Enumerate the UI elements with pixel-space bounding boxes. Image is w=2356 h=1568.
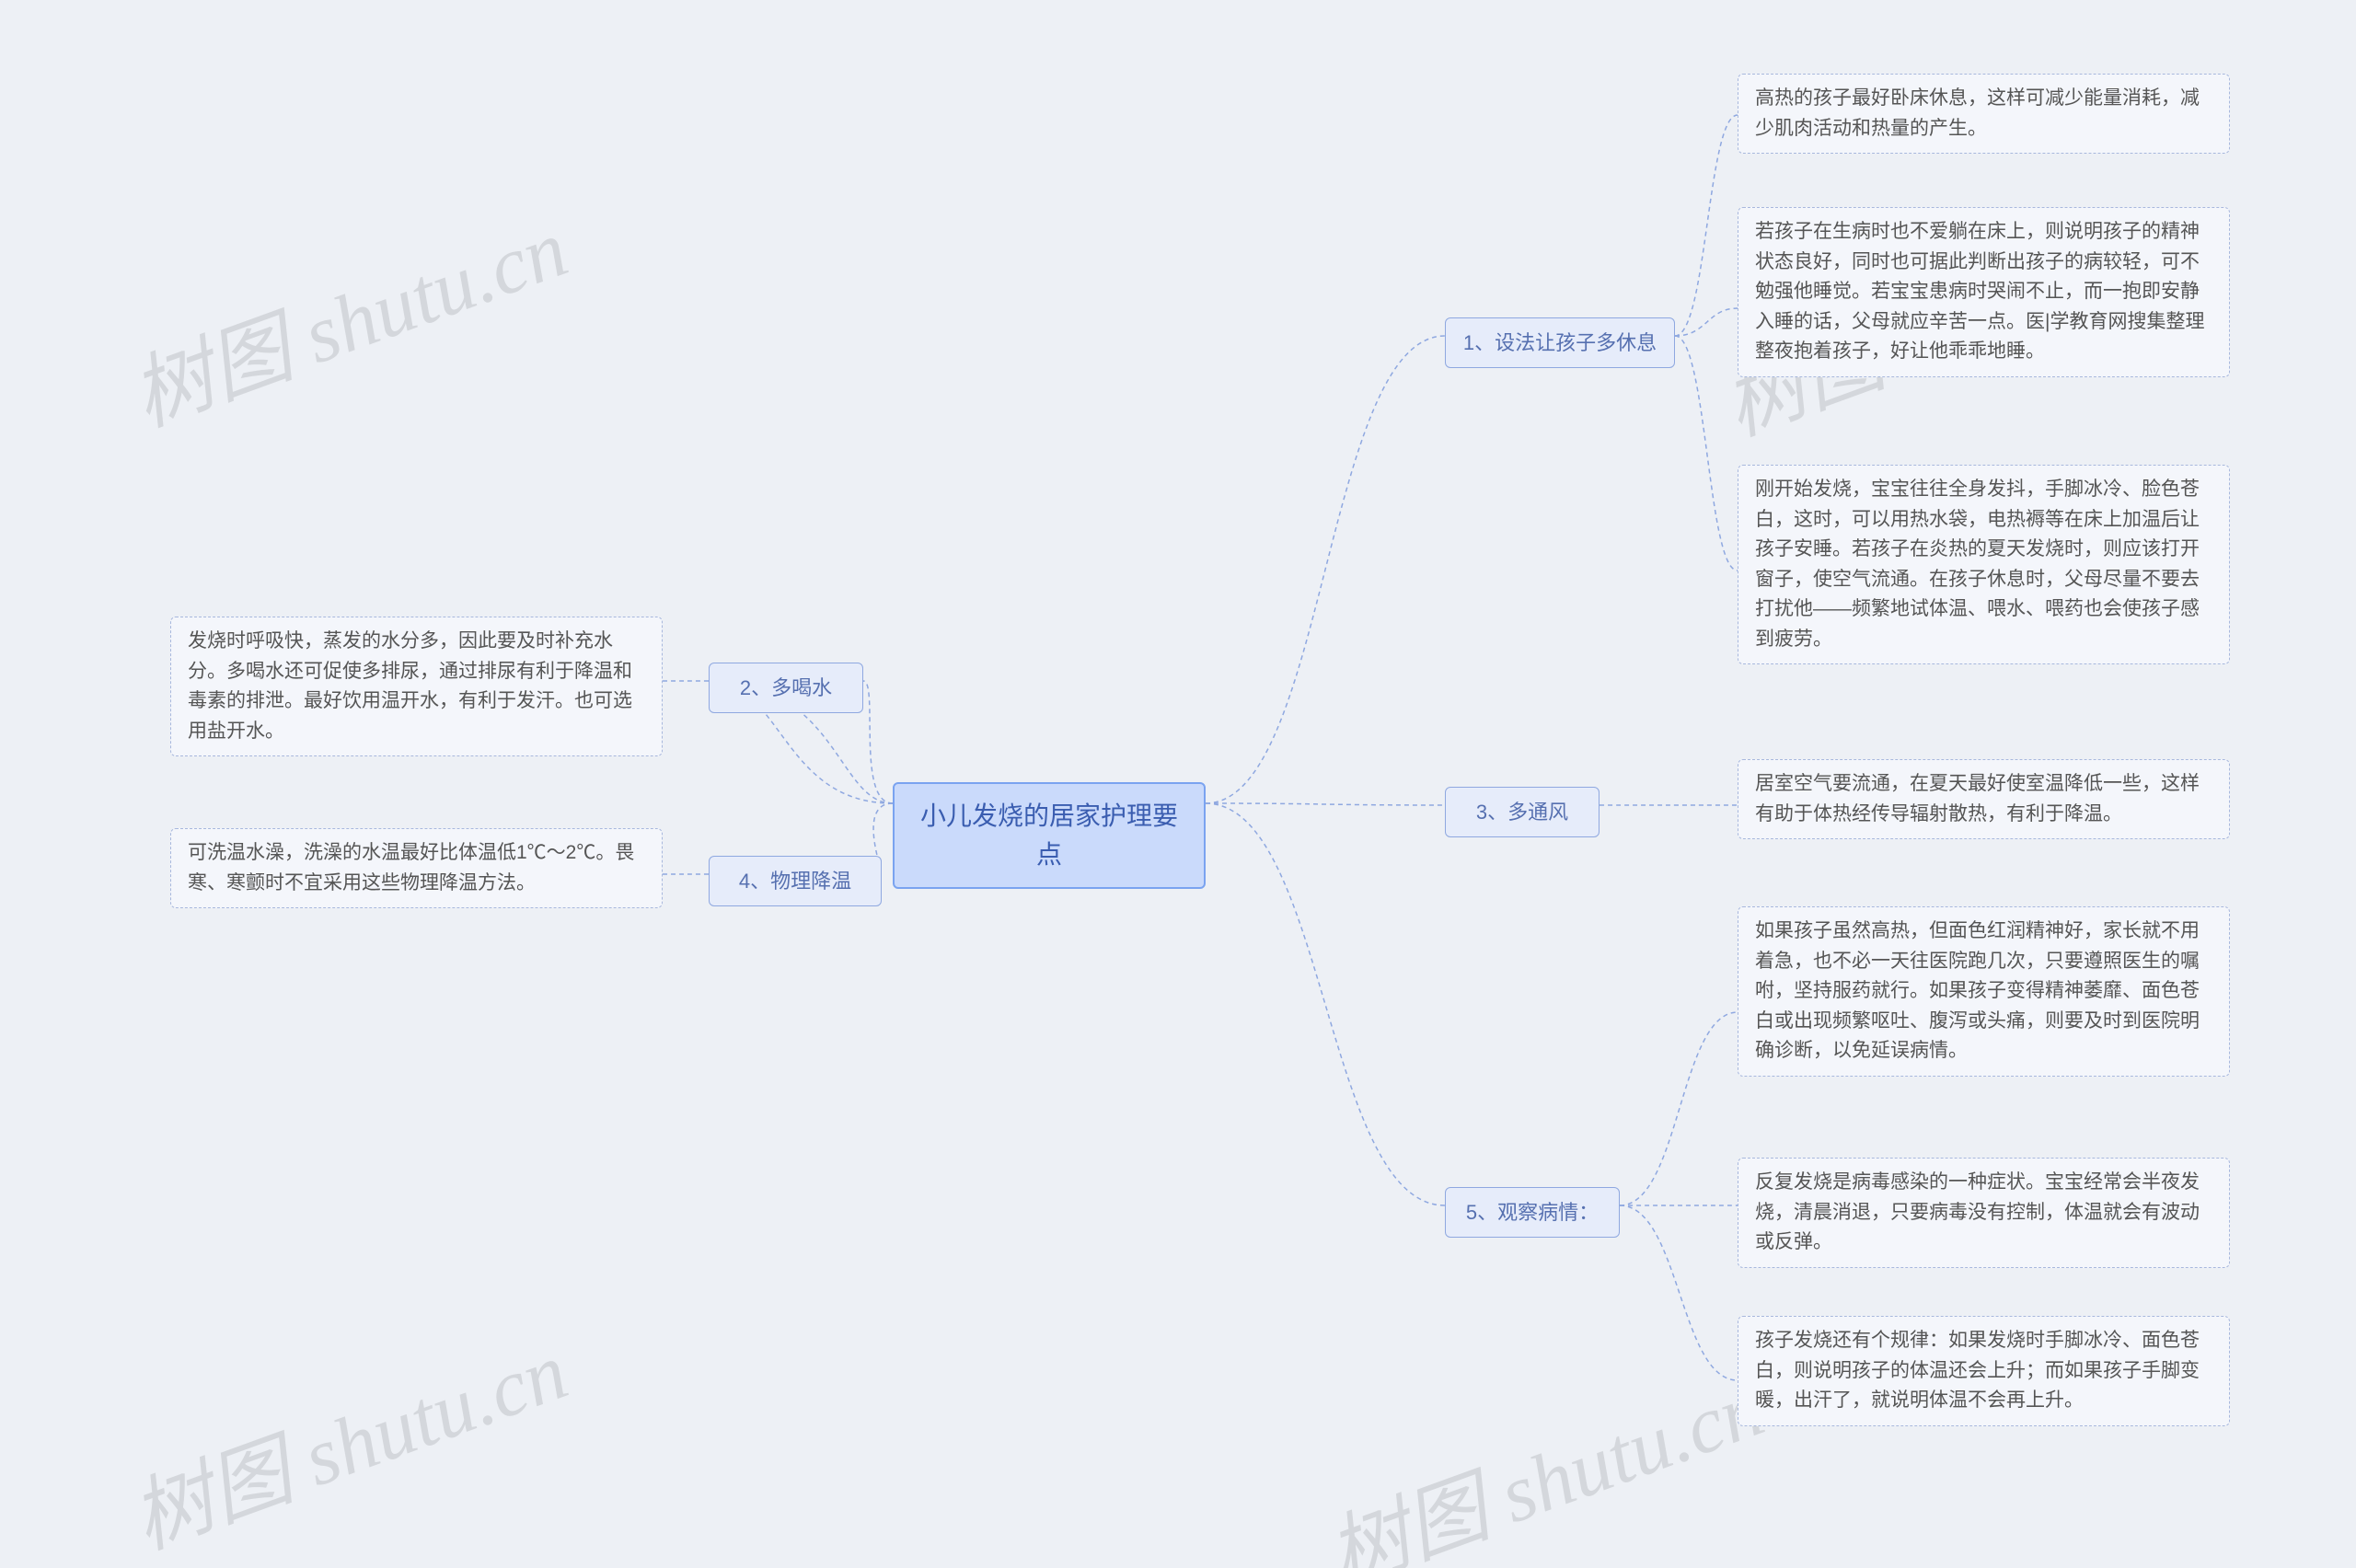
leaf-5a: 如果孩子虽然高热，但面色红润精神好，家长就不用着急，也不必一天往医院跑几次，只要…	[1738, 906, 2230, 1077]
leaf-3a: 居室空气要流通，在夏天最好使室温降低一些，这样有助于体热经传导辐射散热，有利于降…	[1738, 759, 2230, 839]
leaf-5b: 反复发烧是病毒感染的一种症状。宝宝经常会半夜发烧，清晨消退，只要病毒没有控制，体…	[1738, 1158, 2230, 1268]
leaf-4a: 可洗温水澡，洗澡的水温最好比体温低1℃～2℃。畏寒、寒颤时不宜采用这些物理降温方…	[170, 828, 663, 908]
center-node: 小儿发烧的居家护理要点	[893, 782, 1206, 889]
leaf-text: 高热的孩子最好卧床休息，这样可减少能量消耗，减少肌肉活动和热量的产生。	[1755, 87, 2200, 139]
leaf-text: 若孩子在生病时也不爱躺在床上，则说明孩子的精神状态良好，同时也可据此判断出孩子的…	[1755, 221, 2204, 362]
branch-label: 3、多通风	[1476, 801, 1568, 824]
center-label: 小儿发烧的居家护理要点	[920, 801, 1178, 869]
branch-label: 4、物理降温	[739, 870, 851, 893]
leaf-2a: 发烧时呼吸快，蒸发的水分多，因此要及时补充水分。多喝水还可促使多排尿，通过排尿有…	[170, 617, 663, 756]
leaf-1c: 刚开始发烧，宝宝往往全身发抖，手脚冰冷、脸色苍白，这时，可以用热水袋，电热褥等在…	[1738, 465, 2230, 664]
leaf-text: 反复发烧是病毒感染的一种症状。宝宝经常会半夜发烧，清晨消退，只要病毒没有控制，体…	[1755, 1171, 2200, 1252]
leaf-text: 居室空气要流通，在夏天最好使室温降低一些，这样有助于体热经传导辐射散热，有利于降…	[1755, 773, 2200, 824]
leaf-1a: 高热的孩子最好卧床休息，这样可减少能量消耗，减少肌肉活动和热量的产生。	[1738, 74, 2230, 154]
leaf-text: 孩子发烧还有个规律：如果发烧时手脚冰冷、面色苍白，则说明孩子的体温还会上升；而如…	[1755, 1330, 2200, 1411]
branch-5: 5、观察病情：	[1445, 1187, 1620, 1238]
branch-2: 2、多喝水	[709, 663, 863, 713]
watermark: 树图 shutu.cn	[113, 1306, 580, 1568]
branch-4: 4、物理降温	[709, 856, 882, 906]
branch-label: 1、设法让孩子多休息	[1463, 331, 1657, 354]
watermark: 树图 shutu.cn	[1310, 1343, 1776, 1568]
leaf-text: 刚开始发烧，宝宝往往全身发抖，手脚冰冷、脸色苍白，这时，可以用热水袋，电热褥等在…	[1755, 478, 2200, 650]
mindmap-canvas: 树图 shutu.cn 树图 shutu.cn 树图 shutu.cn 树图 s…	[0, 0, 2356, 1568]
branch-label: 2、多喝水	[740, 676, 832, 699]
leaf-text: 可洗温水澡，洗澡的水温最好比体温低1℃～2℃。畏寒、寒颤时不宜采用这些物理降温方…	[188, 842, 634, 894]
leaf-text: 如果孩子虽然高热，但面色红润精神好，家长就不用着急，也不必一天往医院跑几次，只要…	[1755, 920, 2200, 1061]
branch-3: 3、多通风	[1445, 787, 1600, 837]
watermark: 树图 shutu.cn	[113, 183, 580, 448]
branch-label: 5、观察病情：	[1466, 1201, 1599, 1224]
leaf-text: 发烧时呼吸快，蒸发的水分多，因此要及时补充水分。多喝水还可促使多排尿，通过排尿有…	[188, 630, 632, 742]
branch-1: 1、设法让孩子多休息	[1445, 317, 1675, 368]
leaf-1b: 若孩子在生病时也不爱躺在床上，则说明孩子的精神状态良好，同时也可据此判断出孩子的…	[1738, 207, 2230, 377]
leaf-5c: 孩子发烧还有个规律：如果发烧时手脚冰冷、面色苍白，则说明孩子的体温还会上升；而如…	[1738, 1316, 2230, 1426]
